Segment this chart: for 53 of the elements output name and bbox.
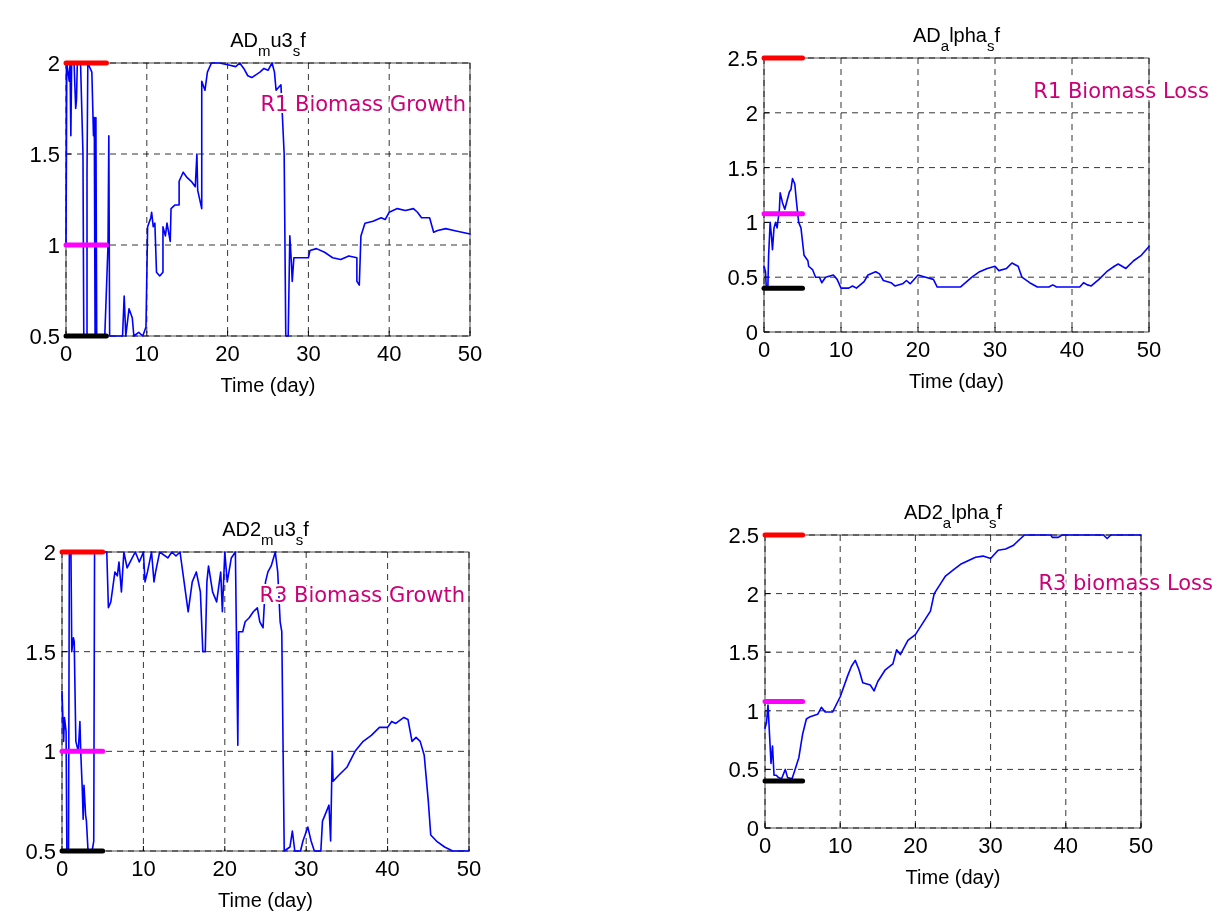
y-tick-label: 0.5 [29,324,60,349]
annotation: R1 Biomass Loss [1033,79,1209,103]
annotation: R3 biomass Loss [1038,571,1212,595]
y-tick-label: 1.5 [29,142,60,167]
x-tick-label: 30 [293,856,319,881]
x-tick-label: 10 [828,337,854,362]
x-tick-label: 20 [903,833,928,858]
y-tick-label: 1 [47,233,60,258]
x-axis-title: Time (day) [905,866,1001,888]
y-tick-label: 1 [43,739,56,765]
x-tick-label: 50 [1136,337,1162,362]
y-tick-label: 0 [746,816,759,841]
x-tick-label: 10 [827,833,853,858]
y-tick-label: 2 [746,581,759,607]
x-tick-label: 50 [456,856,482,881]
y-tick-label: 2.5 [728,523,759,548]
y-tick-label: 0.5 [727,265,758,291]
y-tick-label: 1 [745,210,758,236]
y-tick-label: 0.5 [25,839,56,864]
line-series [61,551,470,852]
x-tick-label: 10 [134,341,160,366]
chart-title: AD$_{a}$lpha$_{s}$f [912,24,1001,54]
x-axis-title: Time (day) [218,889,313,911]
x-tick-label: 50 [1128,833,1154,858]
line-series [763,177,1150,289]
x-tick-label: 40 [376,341,402,366]
chart-title: AD2$_{a}$lpha$_{s}$f [903,501,1003,531]
x-tick-label: 30 [296,341,321,366]
x-tick-label: 20 [215,341,240,366]
x-axis-title: Time (day) [909,370,1004,392]
y-tick-label: 1.5 [728,640,759,666]
x-tick-label: 10 [131,856,156,881]
x-tick-label: 40 [1059,337,1085,362]
x-tick-label: 40 [375,856,400,881]
y-tick-label: 1 [746,698,759,724]
x-axis-title: Time (day) [220,374,316,396]
x-tick-label: 30 [982,337,1008,362]
x-tick-label: 30 [978,833,1003,858]
x-tick-label: 40 [1053,833,1079,858]
chart-title: AD2$_{m}$u3$_{s}$f [222,518,310,548]
y-tick-label: 1.5 [727,155,758,181]
y-tick-label: 2 [43,540,56,565]
y-tick-label: 2.5 [727,46,758,71]
y-tick-label: 0.5 [728,757,759,783]
chart-title: AD$_{m}$u3$_{s}$f [230,29,307,59]
y-tick-label: 2 [745,100,758,126]
x-tick-label: 20 [905,337,931,362]
x-tick-label: 50 [457,341,483,366]
y-tick-label: 0 [745,320,758,345]
x-tick-label: 20 [212,856,238,881]
y-tick-label: 1.5 [25,639,56,665]
line-series [65,62,471,337]
y-tick-label: 2 [47,51,60,76]
